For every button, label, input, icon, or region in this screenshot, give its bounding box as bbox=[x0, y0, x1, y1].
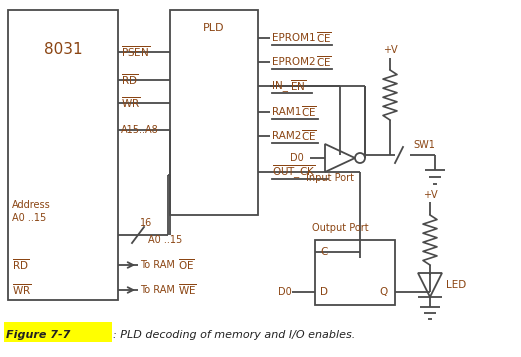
Text: D0: D0 bbox=[278, 287, 292, 297]
Text: A0 ..15: A0 ..15 bbox=[148, 235, 182, 245]
Text: $\overline{\mathrm{WR}}$: $\overline{\mathrm{WR}}$ bbox=[12, 283, 31, 297]
Text: +V: +V bbox=[423, 190, 437, 200]
Circle shape bbox=[355, 153, 365, 163]
Text: D: D bbox=[320, 287, 328, 297]
Text: Q: Q bbox=[379, 287, 387, 297]
Text: RAM2: RAM2 bbox=[272, 131, 301, 141]
Text: $\overline{\mathrm{RD}}$: $\overline{\mathrm{RD}}$ bbox=[12, 258, 29, 272]
Text: $\overline{\mathrm{EN}}$: $\overline{\mathrm{EN}}$ bbox=[290, 79, 306, 94]
Text: $\overline{\mathrm{OUT\_CK}}$: $\overline{\mathrm{OUT\_CK}}$ bbox=[272, 163, 315, 181]
Text: $\overline{\mathrm{WR}}$: $\overline{\mathrm{WR}}$ bbox=[121, 96, 141, 110]
Text: A15..A8: A15..A8 bbox=[121, 125, 159, 135]
Text: RAM1: RAM1 bbox=[272, 107, 301, 117]
Text: $\overline{\mathrm{WE}}$: $\overline{\mathrm{WE}}$ bbox=[178, 283, 197, 297]
Text: D0: D0 bbox=[290, 153, 304, 163]
Text: 8031: 8031 bbox=[44, 42, 82, 57]
Text: Input Port: Input Port bbox=[306, 173, 354, 183]
Bar bbox=[4, 322, 112, 342]
Text: To RAM: To RAM bbox=[140, 285, 178, 295]
Text: $\overline{\mathrm{CE}}$: $\overline{\mathrm{CE}}$ bbox=[316, 55, 332, 69]
Text: To RAM: To RAM bbox=[140, 260, 178, 270]
Text: C: C bbox=[320, 247, 327, 257]
Text: A0 ..15: A0 ..15 bbox=[12, 213, 46, 223]
Bar bbox=[170, 10, 258, 215]
Bar bbox=[8, 10, 118, 300]
Polygon shape bbox=[325, 144, 355, 172]
Text: $\overline{\mathrm{PSEN}}$: $\overline{\mathrm{PSEN}}$ bbox=[121, 45, 150, 59]
Text: PLD: PLD bbox=[203, 23, 225, 33]
Text: Address: Address bbox=[12, 200, 51, 210]
Text: Figure 7-7: Figure 7-7 bbox=[6, 330, 70, 340]
Text: LED: LED bbox=[446, 280, 466, 290]
Text: IN_: IN_ bbox=[272, 81, 288, 91]
Text: EPROM2: EPROM2 bbox=[272, 57, 316, 67]
Text: $\overline{\mathrm{OE}}$: $\overline{\mathrm{OE}}$ bbox=[178, 258, 195, 272]
Text: Output Port: Output Port bbox=[312, 223, 368, 233]
Text: +V: +V bbox=[383, 45, 398, 55]
Text: : PLD decoding of memory and I/O enables.: : PLD decoding of memory and I/O enables… bbox=[113, 330, 355, 340]
Text: $\overline{\mathrm{CE}}$: $\overline{\mathrm{CE}}$ bbox=[301, 129, 317, 144]
Text: $\overline{\mathrm{CE}}$: $\overline{\mathrm{CE}}$ bbox=[301, 105, 317, 119]
Polygon shape bbox=[418, 273, 442, 297]
Text: $\overline{\mathrm{CE}}$: $\overline{\mathrm{CE}}$ bbox=[316, 31, 332, 45]
Text: EPROM1: EPROM1 bbox=[272, 33, 316, 43]
Text: $\overline{\mathrm{RD}}$: $\overline{\mathrm{RD}}$ bbox=[121, 72, 138, 87]
Text: 16: 16 bbox=[140, 218, 152, 228]
Text: SW1: SW1 bbox=[413, 140, 435, 150]
Bar bbox=[315, 240, 395, 305]
